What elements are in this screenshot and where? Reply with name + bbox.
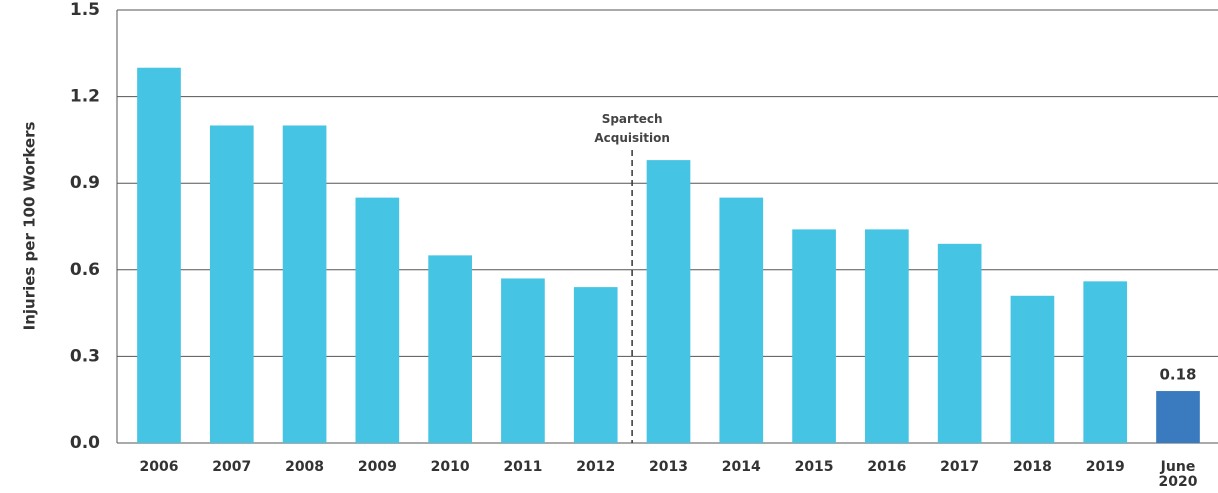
bar (1010, 295, 1055, 443)
bar (428, 255, 472, 443)
y-tick-label: 1.5 (70, 0, 100, 20)
x-tick-label: 2006 (140, 459, 179, 475)
x-tick-label: 2018 (1013, 459, 1052, 475)
y-tick-label: 0.9 (70, 173, 100, 193)
x-tick-label: 2012 (576, 459, 615, 475)
x-tick-label: 2007 (212, 459, 251, 475)
bar (646, 160, 691, 443)
y-tick-label: 0.3 (70, 346, 100, 366)
y-tick-label: 0.6 (70, 260, 100, 280)
bar (792, 229, 836, 443)
bar (501, 278, 545, 443)
x-tick-label: 2010 (431, 459, 470, 475)
bar (355, 197, 400, 443)
x-tick-label: 2008 (285, 459, 324, 475)
bar (865, 229, 909, 443)
value-label: 0.18 (1159, 366, 1196, 384)
y-tick-label: 1.2 (70, 87, 100, 107)
bar (573, 287, 618, 443)
x-tick-label: 2019 (1086, 459, 1125, 475)
x-tick-label: 2017 (940, 459, 979, 475)
bar (137, 67, 181, 443)
x-tick-label: 2014 (722, 459, 761, 475)
x-tick-label: 2011 (503, 459, 542, 475)
x-tick-label: 2016 (867, 459, 906, 475)
y-tick-label: 0.0 (70, 433, 100, 453)
x-tick-label: 2009 (358, 459, 397, 475)
x-tick-label: 2015 (795, 459, 834, 475)
bar (282, 125, 327, 443)
x-tick-label: 2013 (649, 459, 688, 475)
y-axis-label: Injuries per 100 Workers (21, 122, 39, 331)
bar (209, 125, 254, 443)
bar (1156, 391, 1200, 443)
bar (719, 197, 764, 443)
bar (937, 243, 982, 443)
x-tick-label: June 2020 (1159, 459, 1198, 490)
annotation: Spartech Acquisition (594, 112, 670, 145)
bar (1083, 281, 1128, 443)
